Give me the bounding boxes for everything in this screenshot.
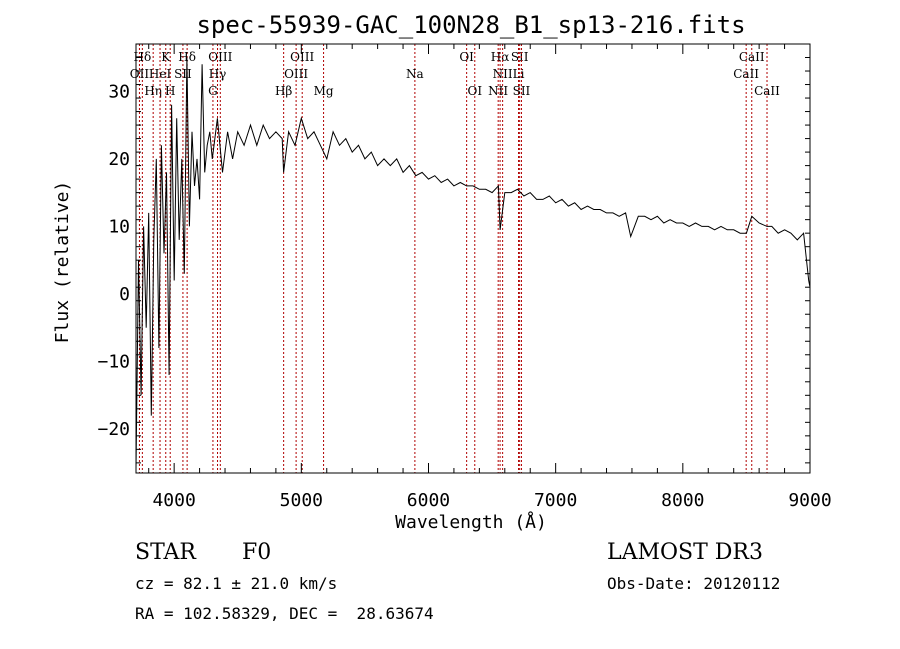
spectral-line-label-5: H (165, 84, 175, 98)
spectral-line-label-25: CaII (733, 67, 759, 81)
spectral-line-label-2: Hη (144, 84, 162, 98)
spectral-line-label-12: OIII (290, 50, 314, 64)
object-class: STAR (135, 540, 196, 565)
survey-name: LAMOST DR3 (607, 540, 763, 565)
axes-layer: 4000 5000 6000 7000 8000 9000 −20 −10 0 10 20 30 (97, 43, 832, 511)
spectral-line-label-26: CaII (754, 84, 780, 98)
spectral-line-label-20: NII (493, 67, 513, 81)
y-tick-label-1: −10 (97, 352, 130, 373)
spectral-line-label-21: Li (513, 67, 525, 81)
x-tick-label-2: 6000 (407, 490, 450, 511)
spectrum-line-0 (135, 57, 811, 470)
spectral-line-label-18: Hα (491, 50, 510, 64)
spectrum-series-layer (135, 57, 811, 470)
spectral-line-label-3: K (161, 50, 171, 64)
spectral-line-label-13: OIII (284, 67, 308, 81)
spectral-line-label-15: Na (406, 67, 424, 81)
y-tick-label-0: −20 (97, 419, 130, 440)
redshift-velocity: cz = 82.1 ± 21.0 km/s (135, 574, 338, 593)
x-tick-label-1: 5000 (280, 490, 323, 511)
spectral-line-label-1: OII (130, 67, 150, 81)
spectral-line-label-16: OI (459, 50, 474, 64)
spectral-line-label-14: Mg (314, 84, 334, 98)
spectral-line-label-19: SII (511, 50, 529, 64)
spectral-line-label-9: Hγ (209, 67, 227, 81)
spectral-line-label-7: SII (174, 67, 192, 81)
spectral-line-label-24: CaII (739, 50, 765, 64)
x-tick-label-0: 4000 (152, 490, 195, 511)
x-axis-label: Wavelength (Å) (395, 511, 547, 533)
object-subclass: F0 (242, 540, 272, 565)
y-axis-label: Flux (relative) (52, 181, 73, 344)
spectral-line-label-17: OI (467, 84, 482, 98)
spectral-line-label-8: OIII (208, 50, 232, 64)
spectral-line-label-22: NII (488, 84, 508, 98)
y-tick-label-4: 20 (108, 149, 130, 170)
y-tick-label-2: 0 (119, 284, 130, 305)
spectral-line-label-4: HeI (149, 67, 172, 81)
y-tick-label-5: 30 (108, 81, 130, 102)
x-tick-label-4: 8000 (661, 490, 704, 511)
spectral-line-label-11: Hβ (275, 84, 292, 98)
spectral-line-label-23: SII (513, 84, 531, 98)
observation-date: Obs-Date: 20120112 (607, 574, 781, 593)
plot-frame (135, 43, 811, 474)
x-tick-label-3: 7000 (534, 490, 577, 511)
chart-title: spec-55939-GAC_100N28_B1_sp13-216.fits (196, 11, 745, 39)
x-tick-label-5: 9000 (788, 490, 831, 511)
spectral-line-label-0: Hδ (134, 50, 152, 64)
y-tick-label-3: 10 (108, 216, 130, 237)
spectral-line-label-10: G (208, 84, 218, 98)
ra-dec-coordinates: RA = 102.58329, DEC = 28.63674 (135, 604, 434, 623)
